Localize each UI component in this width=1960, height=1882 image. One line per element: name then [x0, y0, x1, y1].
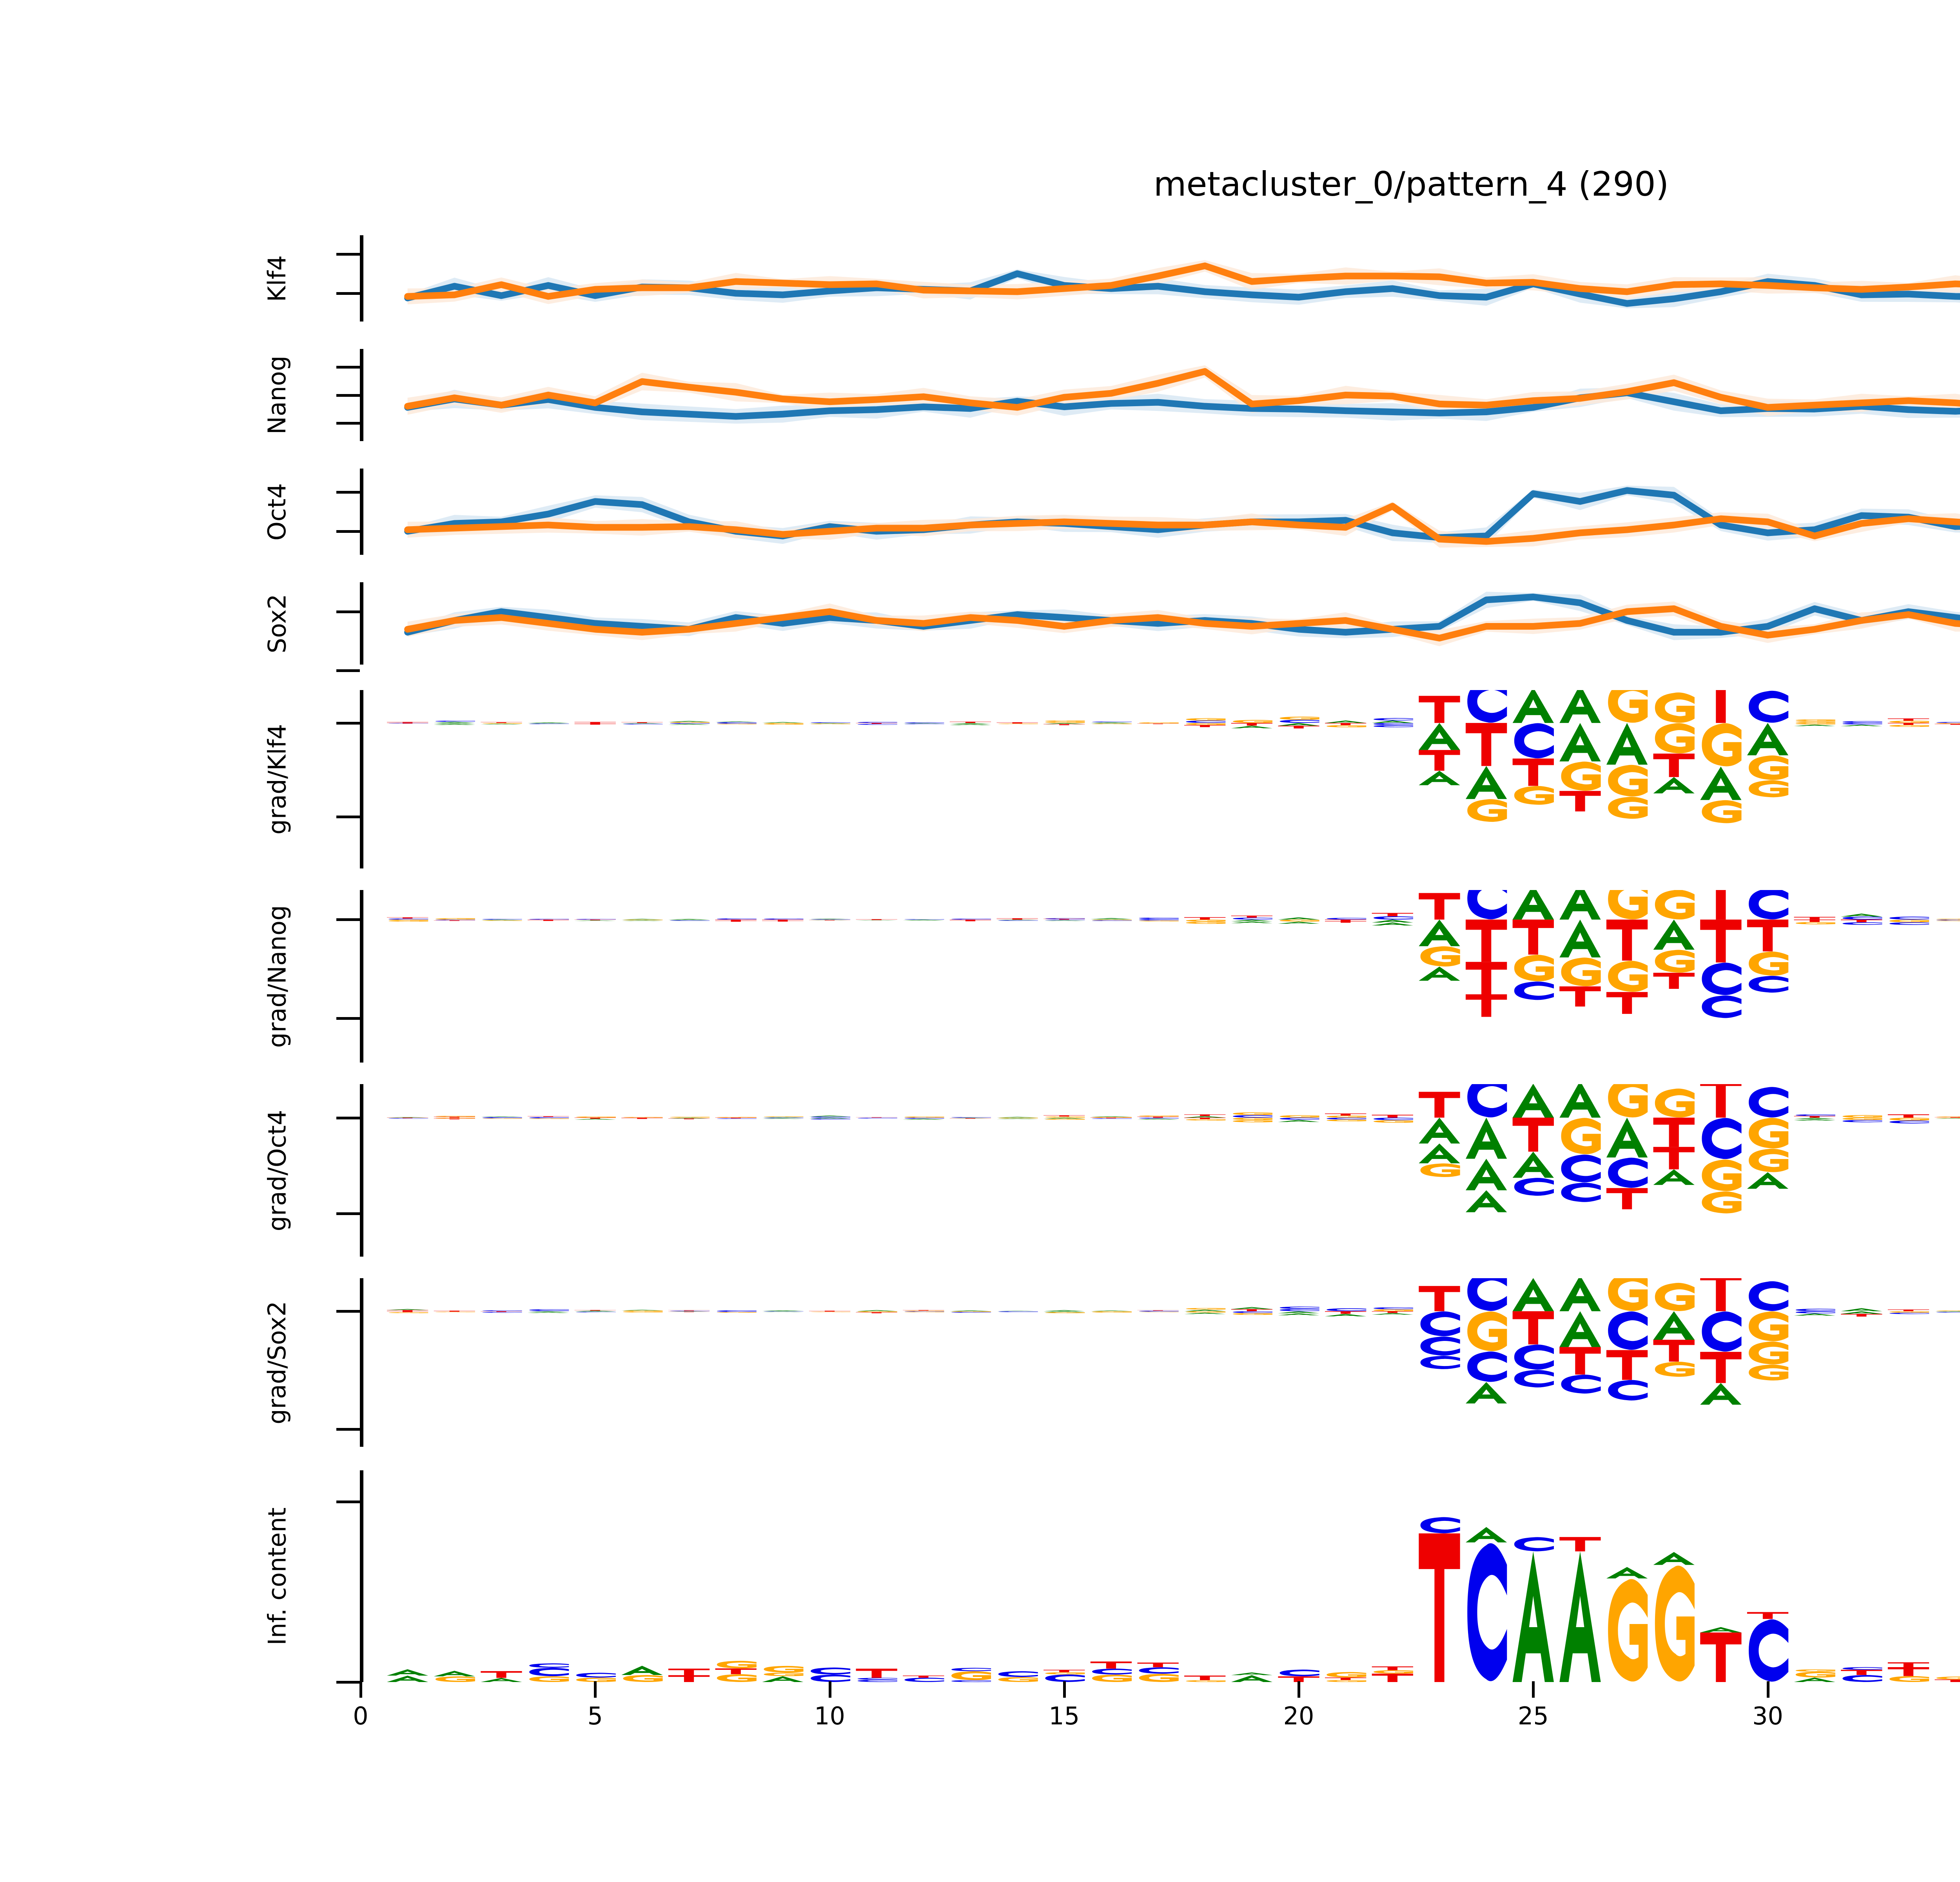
y-tick	[336, 253, 360, 256]
x-tick	[828, 1681, 831, 1698]
panel-oct4: 0.51.0Oct4	[263, 469, 1960, 555]
y-axis-spine	[360, 235, 363, 322]
y-tick	[336, 530, 360, 533]
y-tick	[336, 1116, 360, 1119]
y-tick	[336, 1310, 360, 1313]
y-tick	[336, 918, 360, 921]
x-tick-label: 20	[1283, 1702, 1314, 1730]
y-tick	[336, 1017, 360, 1020]
panel-grad-klf4: -0.10.0grad/Klf4	[263, 690, 1960, 868]
y-tick	[336, 491, 360, 494]
y-tick	[336, 721, 360, 725]
y-axis-label: Klf4	[263, 255, 292, 302]
x-tick	[594, 1681, 597, 1698]
x-tick-label: 0	[353, 1702, 368, 1730]
line-plot	[404, 365, 1960, 424]
sequence-logo	[387, 1517, 1960, 1682]
y-tick	[336, 816, 360, 819]
y-axis-label: grad/Nanog	[263, 905, 292, 1048]
sequence-logo	[387, 690, 1960, 823]
x-tick	[359, 1681, 362, 1698]
page-title: metacluster_0/pattern_4 (290)	[1153, 165, 1669, 204]
x-axis: 051015202530354045	[353, 1681, 1960, 1760]
y-tick	[336, 610, 360, 613]
y-axis-spine	[360, 1470, 363, 1682]
y-tick	[336, 365, 360, 369]
y-axis-spine	[360, 349, 363, 441]
line-plot	[404, 592, 1960, 647]
y-tick	[336, 394, 360, 397]
y-tick	[336, 1428, 360, 1431]
y-axis-label: grad/Oct4	[262, 1110, 291, 1231]
y-axis-label: grad/Klf4	[263, 724, 292, 835]
sequence-logo	[387, 1278, 1960, 1405]
x-tick	[1063, 1681, 1066, 1698]
y-axis-spine	[360, 1084, 363, 1257]
x-tick-label: 15	[1049, 1702, 1080, 1730]
sequence-logo	[387, 890, 1960, 1018]
x-tick-label: 30	[1752, 1702, 1783, 1730]
y-axis-spine	[360, 469, 363, 555]
y-axis-spine	[360, 582, 363, 665]
panel-grad-oct4: -0.10.0grad/Oct4	[263, 1084, 1960, 1257]
panel-grad-sox2: -0.10.0grad/Sox2	[263, 1278, 1960, 1447]
x-tick-label: 10	[814, 1702, 845, 1730]
y-tick	[336, 422, 360, 425]
y-tick	[336, 292, 360, 295]
x-tick-label: 5	[587, 1702, 603, 1730]
y-axis-label: Sox2	[262, 594, 291, 653]
sequence-logo	[387, 1084, 1960, 1213]
line-plot	[404, 485, 1960, 548]
line-plot	[404, 260, 1960, 309]
panel-nanog: 0.51.01.5Nanog	[263, 349, 1960, 441]
y-tick	[336, 669, 360, 672]
y-axis-spine	[360, 1278, 363, 1447]
panel-klf4: 0.51.0Klf4	[263, 235, 1960, 322]
y-axis-label: Oct4	[262, 483, 291, 541]
panel-grad-nanog: -0.20.0grad/Nanog	[263, 890, 1960, 1063]
x-tick	[1766, 1681, 1769, 1698]
panel-inf-content: 0.02.0Inf. content	[263, 1470, 1960, 1684]
y-axis-spine	[360, 890, 363, 1063]
x-tick-label: 25	[1517, 1702, 1549, 1730]
y-tick	[336, 1212, 360, 1215]
x-tick	[1532, 1681, 1535, 1698]
y-tick	[336, 1501, 360, 1504]
y-axis-label: Inf. content	[262, 1507, 291, 1645]
y-axis-label: grad/Sox2	[262, 1301, 291, 1424]
panel-sox2: 0.00.2Sox2	[263, 582, 1960, 672]
y-tick	[336, 1681, 360, 1684]
x-tick	[1298, 1681, 1300, 1698]
y-axis-spine	[360, 690, 363, 868]
y-axis-label: Nanog	[262, 356, 291, 434]
